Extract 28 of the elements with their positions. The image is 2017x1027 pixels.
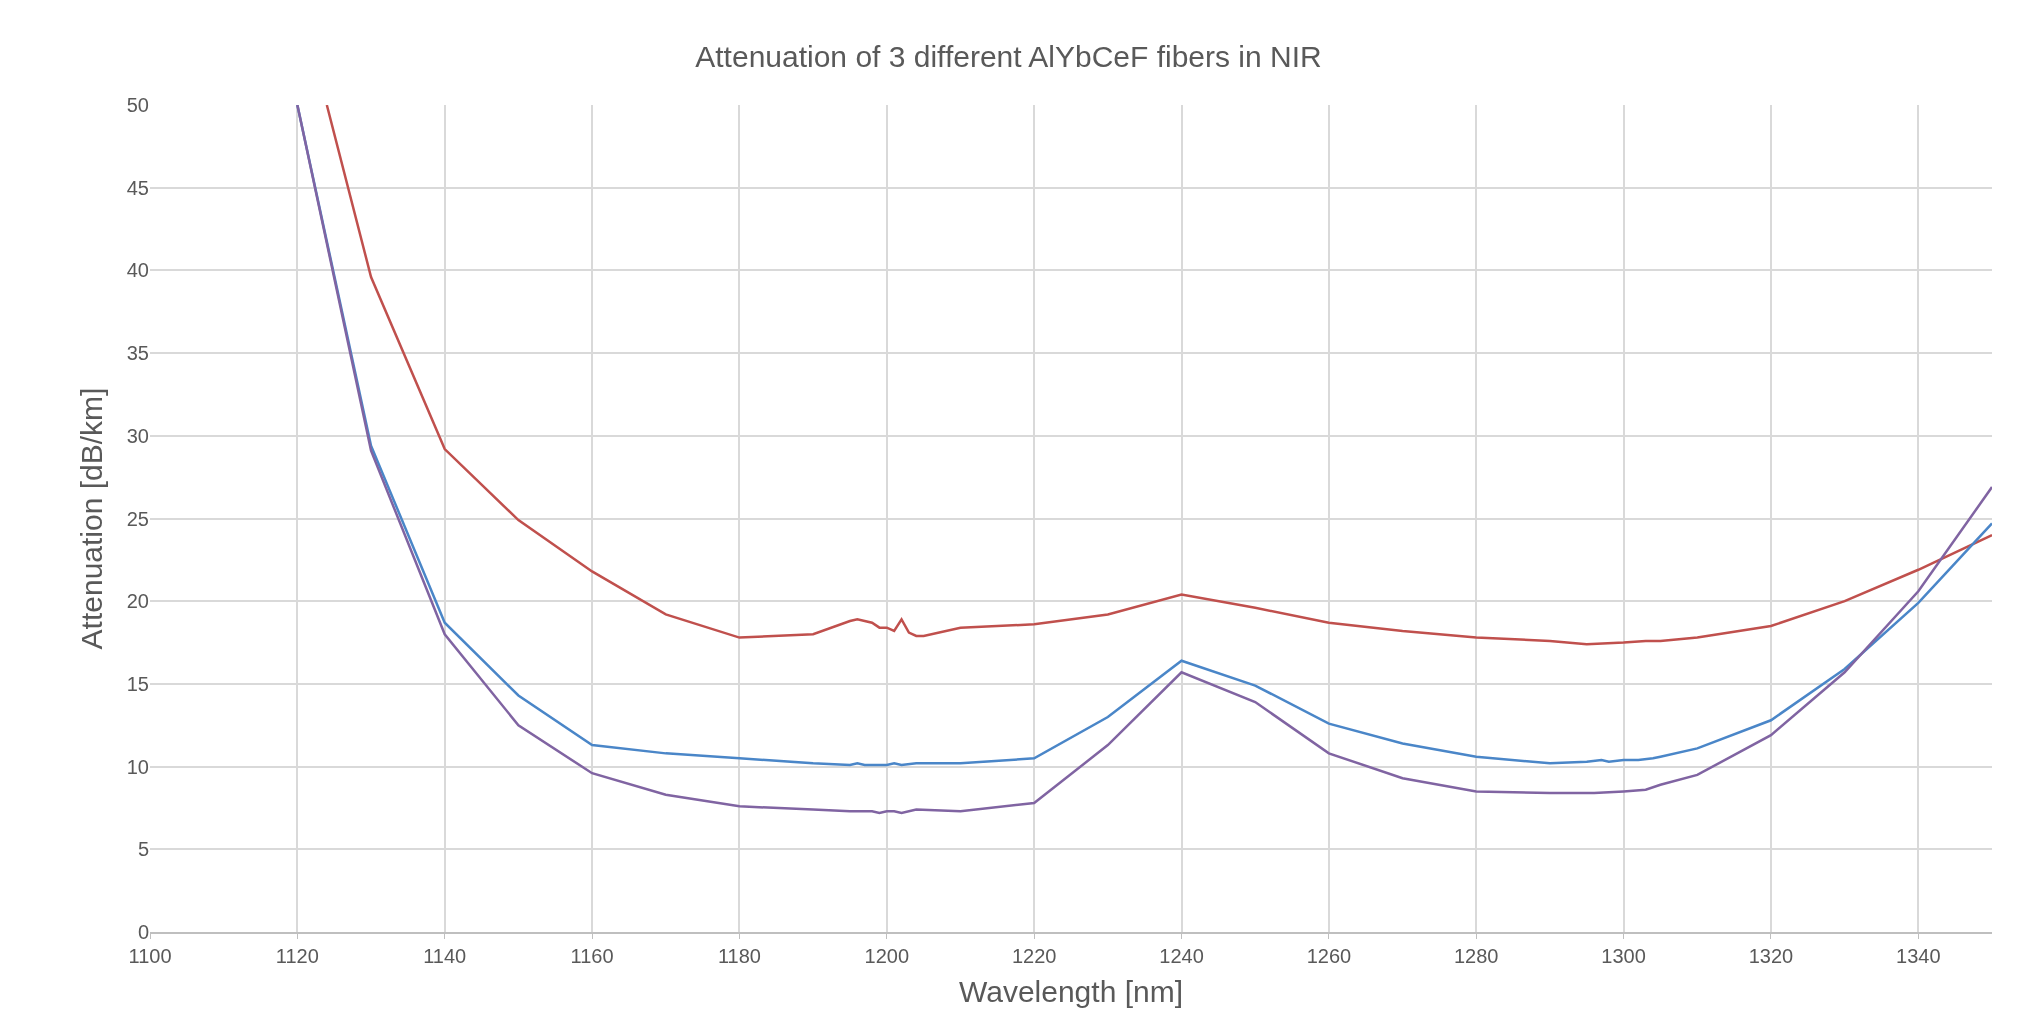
x-tick-label: 1180 — [717, 944, 761, 967]
x-tick-label: 1340 — [1896, 944, 1941, 967]
y-tick-label: 15 — [126, 672, 149, 695]
y-tick-label: 40 — [126, 259, 149, 282]
x-tick-label: 1140 — [423, 944, 467, 967]
y-tick-label: 25 — [126, 507, 149, 530]
x-tick-label: 1220 — [1011, 944, 1057, 967]
y-tick-label: 50 — [126, 94, 149, 116]
x-tick-label: 1300 — [1601, 944, 1646, 967]
y-tick-label: 20 — [126, 590, 149, 613]
x-tick-label: 1320 — [1748, 944, 1794, 967]
x-tick-label: 1260 — [1306, 944, 1352, 967]
x-tick-label: 1100 — [128, 944, 172, 967]
y-tick-label: 30 — [126, 424, 149, 447]
x-tick-label: 1280 — [1453, 944, 1499, 967]
x-tick-label: 1200 — [864, 944, 910, 967]
y-tick-label: 10 — [126, 755, 149, 778]
y-tick-label: 35 — [126, 342, 149, 365]
y-tick-label: 0 — [137, 921, 149, 943]
y-axis-title: Attenuation [dB/km] — [74, 387, 108, 650]
x-tick-label: 1160 — [570, 944, 614, 967]
x-axis-title: Wavelength [nm] — [959, 974, 1183, 1008]
chart-title: Attenuation of 3 different AlYbCeF fibers in NIR — [695, 40, 1322, 74]
y-tick-label: 45 — [126, 176, 149, 199]
x-tick-label: 1240 — [1159, 944, 1204, 967]
x-tick-label: 1120 — [275, 944, 319, 967]
line-series — [325, 105, 1992, 646]
y-tick-label: 5 — [137, 838, 149, 861]
